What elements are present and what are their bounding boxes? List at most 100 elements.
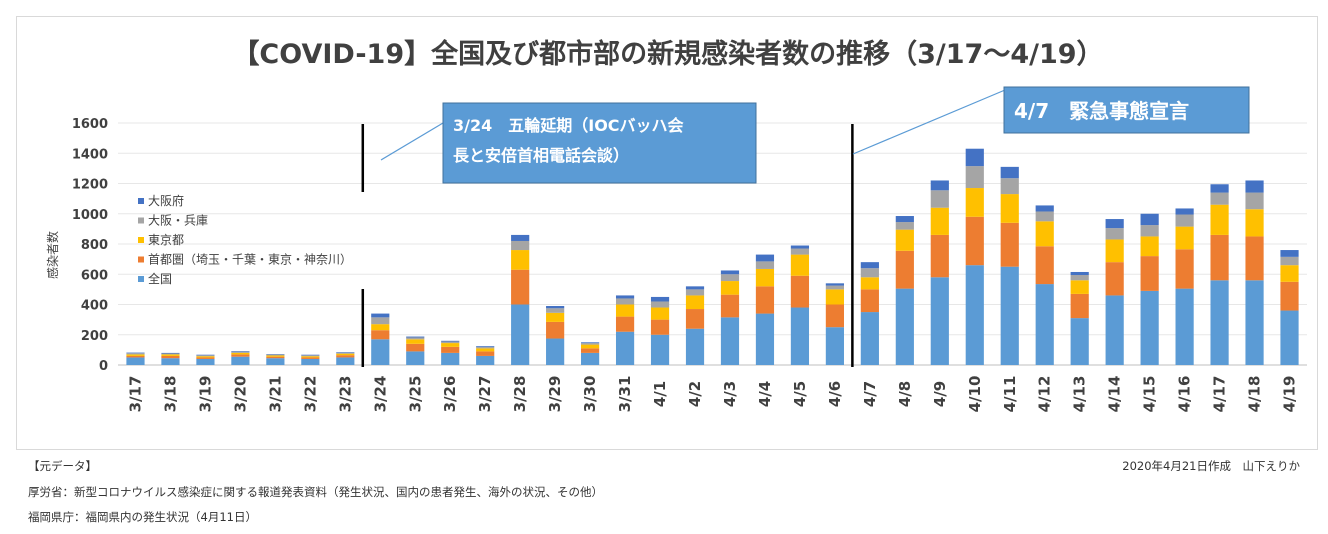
bar-segment	[965, 265, 984, 365]
bar-segment	[196, 356, 215, 358]
x-tick-label: 4/11	[1001, 376, 1019, 413]
bar-segment	[1105, 295, 1124, 365]
bar-segment	[301, 357, 320, 359]
bar-segment	[825, 285, 844, 290]
x-tick-label: 4/15	[1141, 376, 1159, 413]
y-axis-label: 感染者数	[45, 231, 60, 279]
bar-segment	[1000, 178, 1019, 195]
bar-segment	[930, 277, 949, 365]
bar-segment	[476, 355, 495, 365]
bar-segment	[581, 344, 600, 349]
legend-swatch	[138, 217, 144, 224]
bar-segment	[1000, 194, 1019, 223]
legend-label: 大阪府	[148, 193, 184, 208]
x-tick-label: 4/18	[1246, 376, 1264, 413]
bar-segment	[1175, 288, 1194, 365]
bar-segment	[1035, 205, 1054, 212]
x-tick-label: 3/27	[476, 376, 494, 413]
y-tick-label: 1600	[72, 117, 108, 132]
bar-segment	[231, 356, 250, 365]
bar-segment	[1140, 256, 1159, 291]
bar-segment	[546, 338, 565, 365]
bar-segment	[825, 304, 844, 328]
x-tick-label: 4/5	[791, 381, 809, 407]
bar-segment	[1070, 271, 1089, 276]
x-tick-label: 3/31	[616, 376, 634, 413]
bar-segment	[1035, 221, 1054, 247]
bar-segment	[126, 357, 145, 365]
bar-segment	[790, 245, 810, 249]
bar-segment	[1280, 265, 1299, 282]
bar-segment	[895, 222, 914, 230]
chart-frame: 【COVID-19】全国及び都市部の新規感染者数の推移（3/17〜4/19） 感…	[16, 16, 1318, 450]
bar-segment	[266, 354, 285, 356]
bar-segment	[790, 275, 810, 308]
bar-segment	[825, 289, 844, 305]
bar-segment	[161, 355, 180, 359]
bar-segment	[441, 352, 460, 365]
bar-segment	[1280, 310, 1299, 365]
y-tick-label: 400	[81, 299, 108, 314]
bar-segment	[546, 308, 565, 313]
bar-segment	[825, 327, 844, 365]
bar-segment	[196, 354, 215, 356]
bar-segment	[1210, 234, 1229, 281]
bar-segment	[336, 353, 355, 356]
bar-segment	[231, 354, 250, 357]
bar-segment	[441, 346, 460, 353]
bar-segment	[1035, 246, 1054, 285]
bar-segment	[476, 346, 495, 347]
bar-segment	[336, 352, 355, 354]
bar-segment	[196, 358, 215, 365]
bar-segment	[755, 261, 775, 269]
bar-segment	[336, 355, 355, 358]
bar-segment	[615, 298, 635, 305]
x-tick-label: 4/3	[721, 381, 739, 407]
bar-segment	[965, 148, 984, 167]
bar-segment	[231, 352, 250, 355]
bar-segment	[1105, 239, 1124, 263]
bar-segment	[581, 342, 600, 344]
callout-box	[442, 102, 757, 184]
y-tick-label: 1200	[72, 178, 108, 193]
bar-segment	[650, 307, 670, 320]
y-tick-label: 800	[81, 238, 108, 253]
x-tick-label: 4/4	[756, 381, 774, 407]
bar-segment	[860, 262, 879, 269]
x-tick-label: 4/9	[931, 381, 949, 407]
bar-segment	[1070, 280, 1089, 294]
bar-segment	[1070, 318, 1089, 365]
bar-segment	[720, 274, 740, 282]
bar-segment	[895, 250, 914, 289]
bar-segment	[1245, 192, 1264, 210]
bar-segment	[615, 295, 635, 299]
legend-label: 首都圏（埼玉・千葉・東京・神奈川）	[148, 253, 352, 267]
bar-segment	[720, 281, 740, 295]
bar-segment	[336, 352, 355, 353]
bar-segment	[1140, 225, 1159, 237]
bar-segment	[441, 340, 460, 342]
x-tick-label: 3/28	[511, 376, 529, 413]
y-tick-label: 0	[99, 359, 108, 374]
source-line-mhlw: 厚労省：新型コロナウイルス感染症に関する報道発表資料（発生状況、国内の患者発生、…	[28, 485, 603, 499]
bar-segment	[755, 268, 775, 287]
x-tick-label: 3/23	[336, 376, 354, 413]
bar-segment	[685, 286, 705, 290]
x-tick-label: 3/18	[161, 376, 179, 413]
legend-label: 東京都	[148, 233, 184, 247]
bar-segment	[231, 351, 250, 353]
bar-segment	[615, 316, 635, 332]
bar-segment	[1245, 180, 1264, 193]
bar-segment	[1210, 184, 1229, 193]
x-tick-label: 3/21	[266, 376, 284, 413]
bar-segment	[1175, 214, 1194, 227]
bar-segment	[755, 254, 775, 262]
bar-segment	[1140, 213, 1159, 226]
x-tick-label: 3/26	[441, 376, 459, 413]
bar-segment	[1280, 256, 1299, 266]
bar-segment	[895, 288, 914, 365]
x-tick-label: 4/14	[1106, 376, 1124, 413]
bar-segment	[1105, 228, 1124, 240]
bar-segment	[1210, 280, 1229, 365]
bar-segment	[406, 339, 425, 344]
